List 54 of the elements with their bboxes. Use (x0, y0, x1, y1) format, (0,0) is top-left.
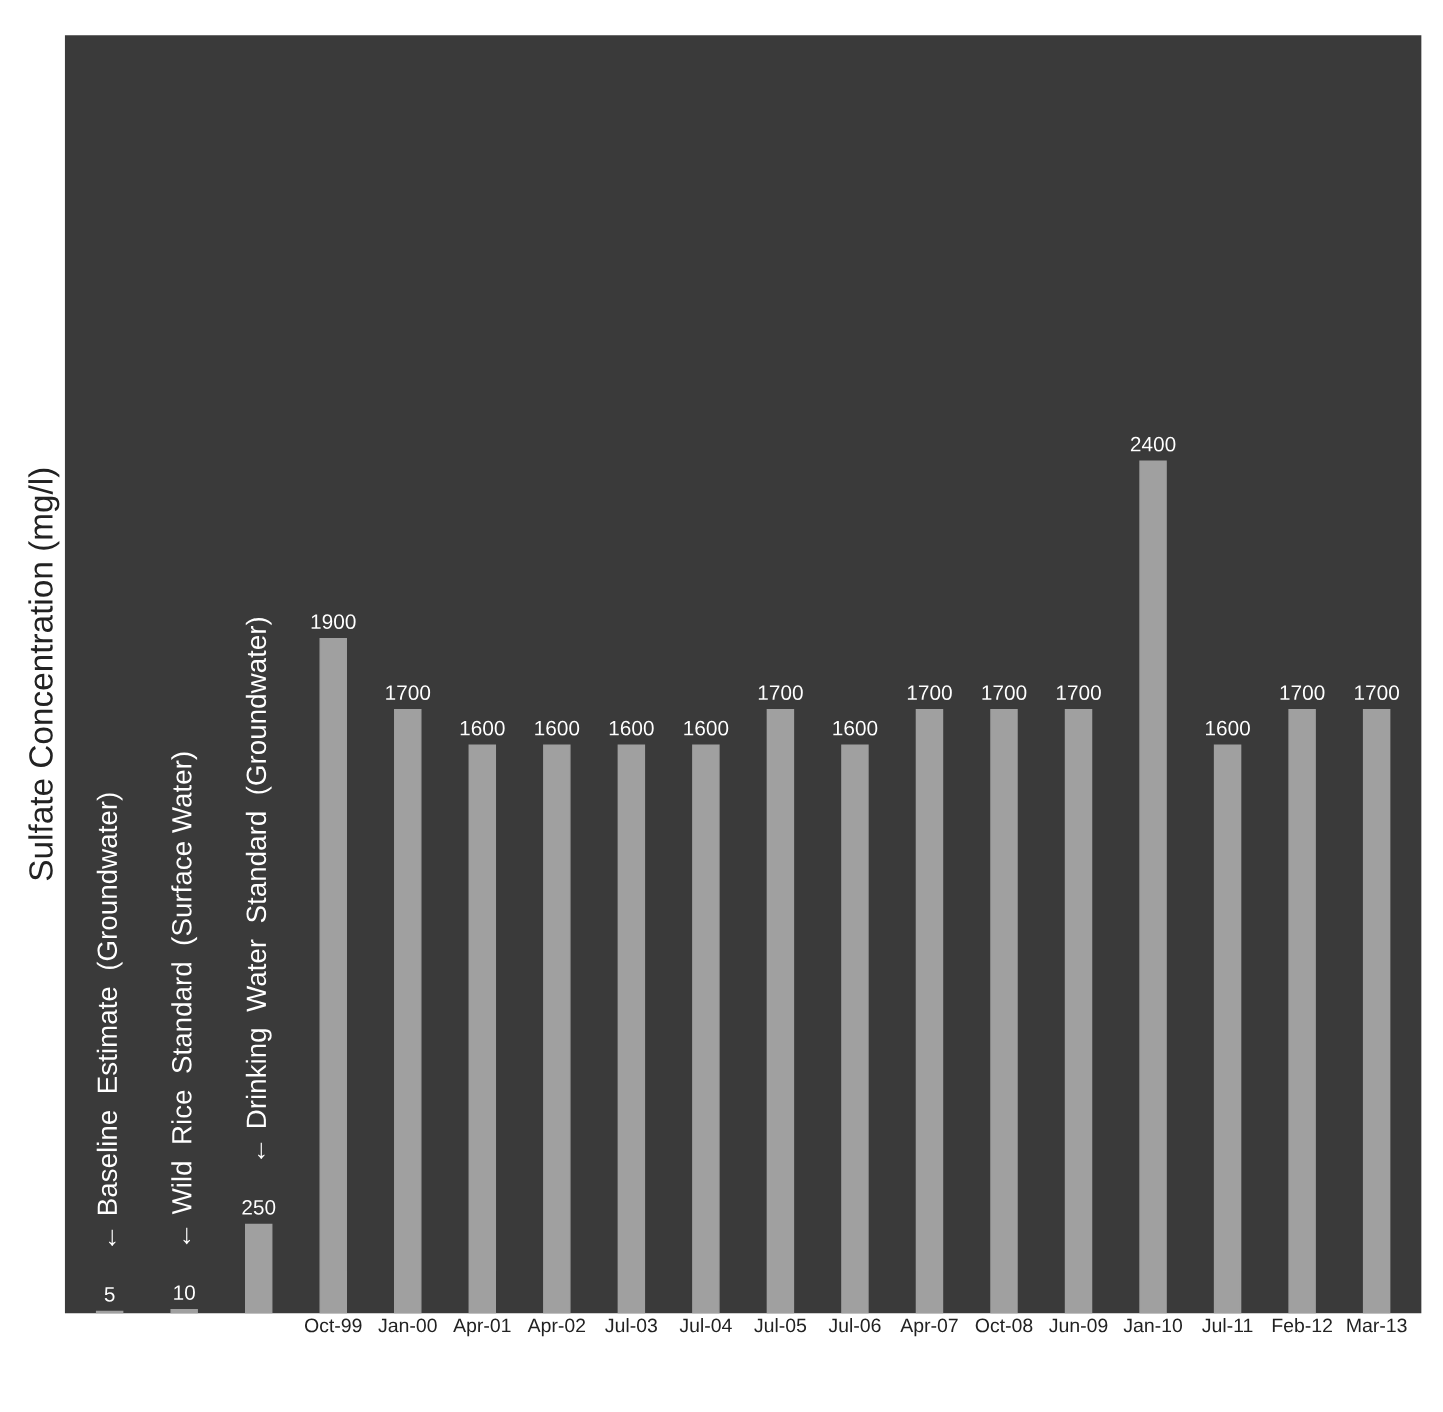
data-label: 1700 (386, 685, 431, 701)
data-label: 1700 (758, 685, 803, 701)
bar (468, 744, 497, 1314)
x-tick-label: Apr-07 (900, 1318, 958, 1337)
bar (1139, 460, 1167, 1314)
data-label: 1700 (1280, 685, 1325, 701)
data-label: 250 (242, 1199, 276, 1215)
x-tick-label: Jan-00 (378, 1318, 437, 1333)
data-label: 10 (174, 1285, 195, 1300)
x-tick-label: Jul-04 (679, 1318, 732, 1333)
bar (766, 709, 795, 1314)
x-tick-label: Jul-03 (605, 1318, 657, 1333)
data-label: 5 (104, 1287, 115, 1302)
data-label: 1900 (311, 614, 356, 630)
x-tick-label: Jul-05 (754, 1318, 807, 1333)
x-tick-label: Mar-13 (1347, 1318, 1407, 1333)
x-tick-label: Apr-02 (527, 1318, 586, 1337)
data-label: 1700 (1056, 685, 1101, 701)
data-label: 1600 (1206, 720, 1250, 736)
x-tick-label: Jun-09 (1049, 1318, 1108, 1333)
x-tick-label: Jul-06 (828, 1318, 881, 1333)
data-label: 1600 (684, 720, 729, 736)
bar (170, 1308, 198, 1314)
annotation: ← Drinking Water Standard (Groundwater) (245, 617, 272, 1160)
x-tick-label: Oct-99 (304, 1318, 362, 1333)
bar (319, 638, 347, 1314)
x-tick-label: Feb-12 (1272, 1318, 1332, 1333)
x-tick-label: Jul-11 (1202, 1318, 1253, 1333)
bar (543, 744, 571, 1314)
data-label: 1600 (535, 720, 580, 736)
bar (1064, 709, 1093, 1314)
x-tick-label: Apr-01 (453, 1318, 511, 1337)
data-label: 1600 (609, 720, 654, 736)
bar (692, 744, 720, 1314)
bar (394, 709, 422, 1314)
annotation: ← Baseline Estimate (Groundwater) (96, 793, 123, 1247)
data-label: 1700 (907, 685, 952, 701)
bar (617, 744, 646, 1314)
data-label: 1600 (460, 720, 505, 736)
bar (1288, 709, 1316, 1314)
data-label: 1600 (833, 720, 878, 736)
bar (990, 709, 1018, 1314)
data-label: 1700 (1355, 685, 1399, 701)
x-tick-label: Oct-08 (975, 1318, 1033, 1333)
bar (841, 744, 869, 1314)
data-label: 1700 (982, 685, 1027, 701)
bar (1362, 709, 1391, 1314)
data-label: 2400 (1130, 436, 1176, 452)
y-axis-title: Sulfate Concentration (mg/l) (28, 468, 60, 881)
x-tick-label: Jan-10 (1123, 1318, 1183, 1333)
bar (244, 1223, 273, 1314)
bar (1213, 744, 1242, 1314)
annotation: ← Wild Rice Standard (Surface Water) (171, 752, 198, 1245)
bar (915, 709, 944, 1314)
